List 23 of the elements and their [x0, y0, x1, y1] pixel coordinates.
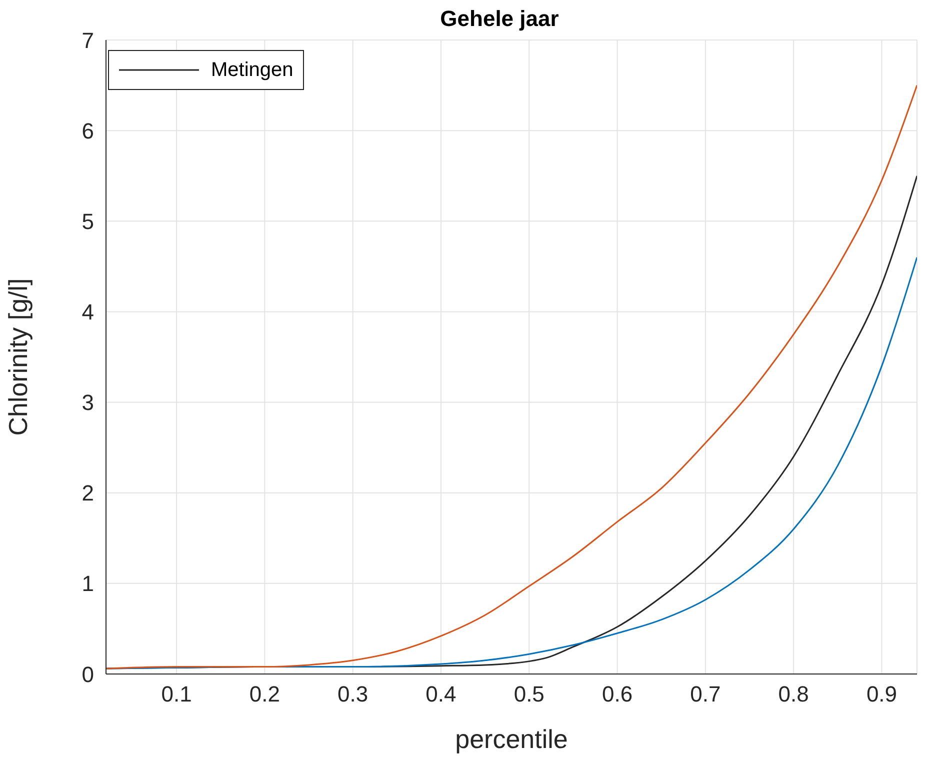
- line-series: [106, 256, 917, 670]
- y-tick-label: 6: [82, 118, 94, 144]
- y-tick-label: 0: [82, 662, 94, 687]
- x-tick-label: 0.4: [426, 682, 456, 707]
- y-axis-title: Chlorinity [g/l]: [3, 278, 34, 436]
- x-tick-label: 0.3: [338, 682, 368, 707]
- y-tick-label: 5: [82, 208, 94, 234]
- x-tick-label: 0.6: [602, 682, 633, 707]
- x-tick-label: 0.1: [161, 682, 192, 707]
- legend-label: Metingen: [211, 58, 294, 83]
- x-tick-label: 0.8: [778, 682, 809, 707]
- x-tick-label: 0.7: [690, 682, 721, 707]
- y-tick-label: 1: [82, 571, 94, 596]
- x-axis-title: percentile: [455, 724, 568, 754]
- line-series: [106, 84, 917, 670]
- y-tick-label: 3: [82, 390, 94, 416]
- x-tick-label: 0.5: [514, 682, 544, 707]
- y-tick-label: 4: [82, 300, 94, 325]
- y-tick-label: 7: [82, 28, 94, 53]
- x-tick-label: 0.2: [249, 682, 280, 707]
- chart-title: Gehele jaar: [440, 6, 559, 31]
- x-tick-label: 0.9: [866, 682, 898, 707]
- y-tick-label: 2: [82, 480, 94, 506]
